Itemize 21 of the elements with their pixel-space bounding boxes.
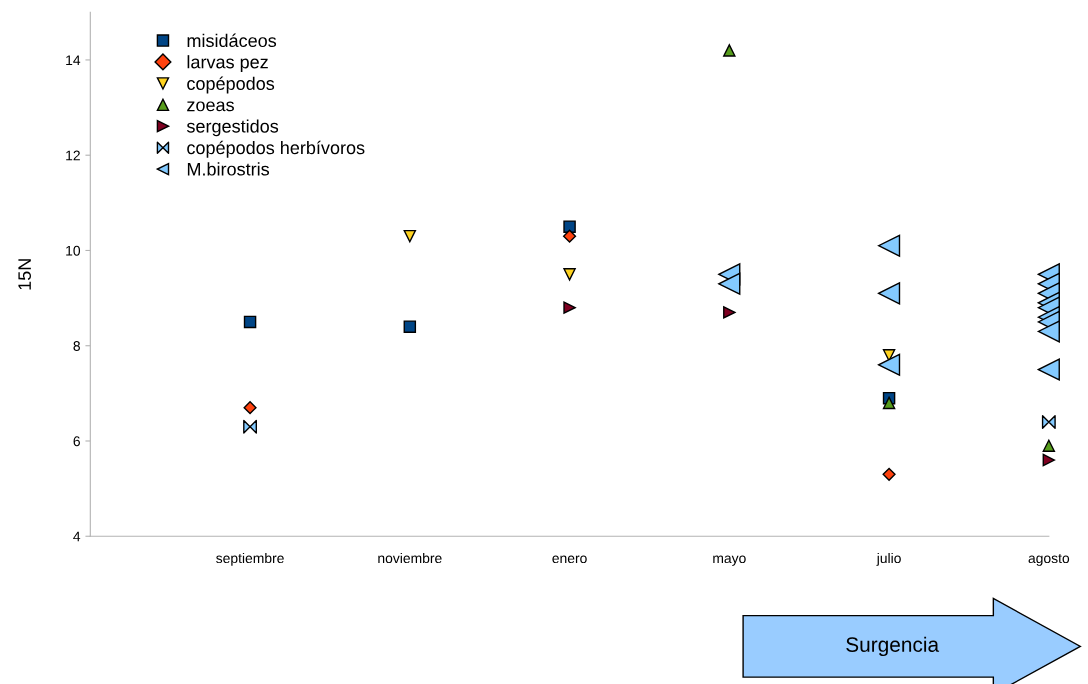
x-tick-label: noviembre bbox=[378, 552, 442, 564]
x-tick-label: julio bbox=[876, 552, 901, 566]
legend-label: misidáceos bbox=[187, 33, 277, 48]
y-tick-label: 4 bbox=[73, 531, 81, 542]
x-tick-label: septiembre bbox=[216, 552, 284, 566]
x-tick-label: mayo bbox=[713, 555, 746, 566]
text: Surgencia bbox=[846, 636, 940, 657]
legend-label: M.birostris bbox=[187, 162, 270, 176]
legend-label: copépodos bbox=[187, 76, 275, 94]
legend-label: zoeas bbox=[187, 101, 234, 112]
x-tick-label: agosto bbox=[1028, 554, 1070, 566]
y-tick-label: 10 bbox=[66, 245, 81, 256]
y-tick-label: 14 bbox=[66, 55, 81, 65]
legend-label: copépodos herbívoros bbox=[187, 140, 365, 158]
y-tick-label: 8 bbox=[73, 341, 80, 351]
y-tick-label: 12 bbox=[66, 150, 80, 161]
y-tick-label: 6 bbox=[73, 436, 80, 447]
x-tick-label: enero bbox=[552, 555, 587, 564]
legend-label: larvas pez bbox=[187, 55, 268, 72]
y-axis-title: 15N bbox=[18, 259, 32, 290]
legend-label: sergestidos bbox=[186, 119, 279, 137]
